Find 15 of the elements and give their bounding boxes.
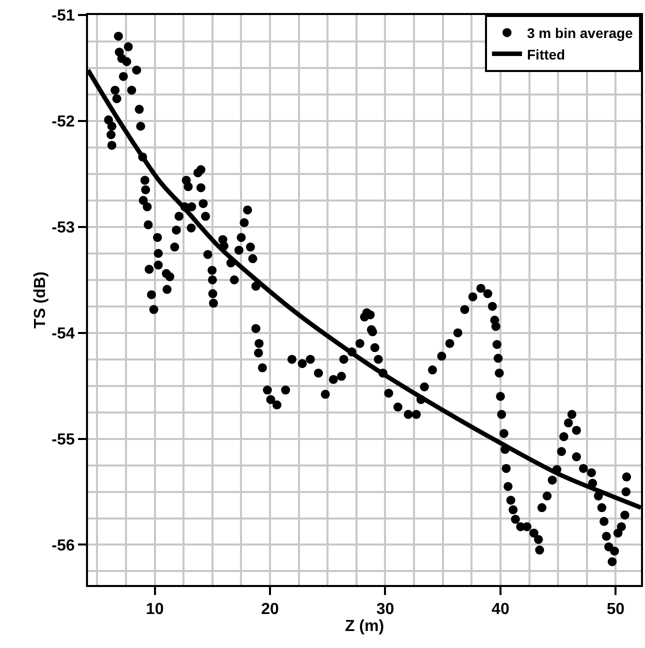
legend-label: 3 m bin average xyxy=(527,25,634,42)
x-tick-label: 20 xyxy=(261,601,280,618)
x-tick-label: 40 xyxy=(492,601,510,618)
x-tick-label: 10 xyxy=(146,601,164,618)
x-tick-label: 30 xyxy=(376,601,394,618)
x-tick-label: 50 xyxy=(606,601,625,618)
y-tick-label: -52 xyxy=(52,114,75,131)
x-axis-title: Z (m) xyxy=(344,618,384,636)
y-tick-label: -54 xyxy=(52,325,75,342)
y-tick-label: -53 xyxy=(52,220,75,236)
legend-label: Fitted xyxy=(527,46,566,62)
y-tick-label: -55 xyxy=(52,431,75,448)
y-tick-label: -51 xyxy=(52,8,75,25)
y-tick-label: -56 xyxy=(52,537,75,554)
y-axis-title: TS (dB) xyxy=(32,272,50,328)
